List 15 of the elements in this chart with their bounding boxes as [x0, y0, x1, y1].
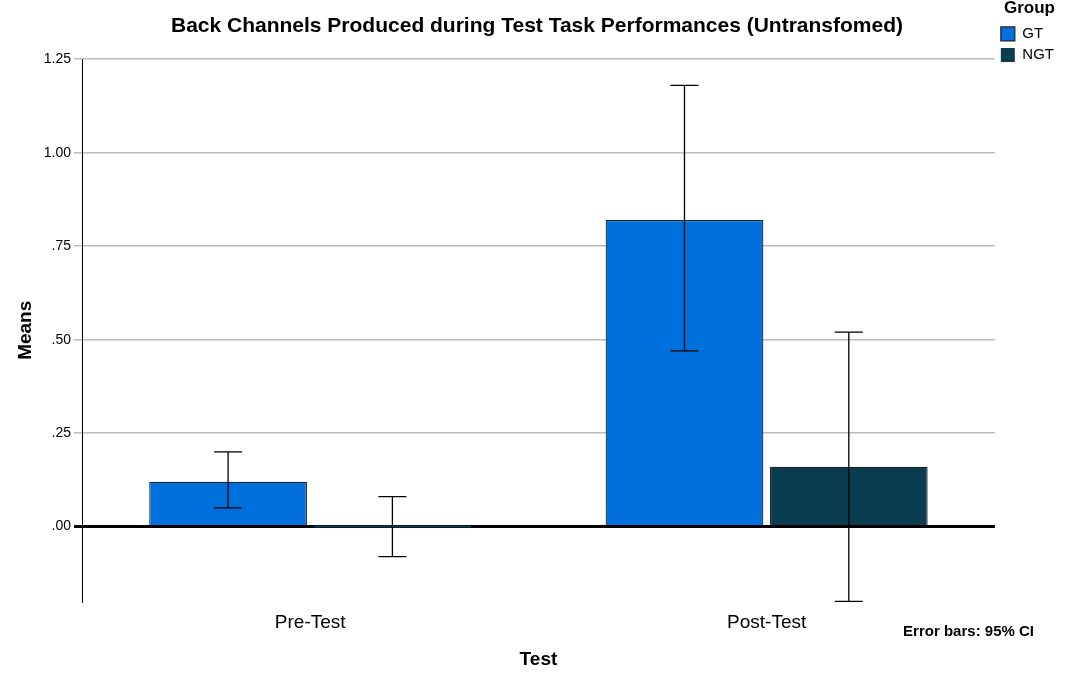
x-tick-label: Pre-Test: [274, 611, 347, 633]
y-tick-label: 1.25: [43, 50, 72, 67]
x-tick-label: Post-Test: [727, 611, 807, 633]
y-axis-title: Means: [13, 300, 35, 360]
legend-label: GT: [1022, 24, 1044, 42]
y-tick-label: 1.00: [43, 143, 72, 160]
legend-label: NGT: [1022, 45, 1055, 63]
y-tick-label: .75: [51, 237, 72, 254]
legend-title: Group: [1003, 0, 1055, 18]
text: Error bars: 95% CI: [903, 622, 1034, 639]
y-tick-label: .00: [51, 517, 72, 534]
chart-title: Back Channels Produced during Test Task Performances (Untransfomed): [170, 13, 904, 37]
y-tick-label: .50: [51, 330, 72, 347]
y-tick-label: .25: [51, 423, 72, 440]
x-axis-title: Test: [519, 647, 558, 669]
